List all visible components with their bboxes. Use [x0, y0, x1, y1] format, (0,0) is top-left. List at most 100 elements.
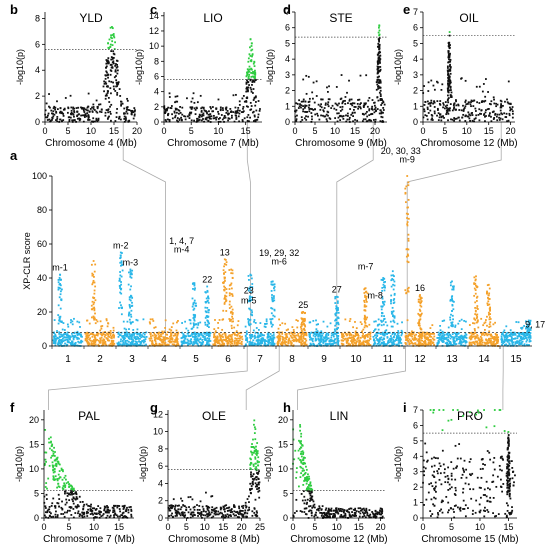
data-point	[386, 336, 389, 339]
data-point	[246, 116, 249, 119]
data-point	[364, 335, 367, 338]
data-point	[383, 286, 385, 289]
data-point	[336, 296, 339, 298]
data-point	[214, 116, 217, 119]
data-point	[514, 341, 517, 344]
data-point	[378, 75, 380, 78]
data-point	[379, 66, 382, 68]
data-point	[451, 344, 453, 346]
data-point	[324, 115, 327, 118]
data-point	[84, 108, 87, 111]
data-point	[267, 343, 270, 345]
data-point	[508, 334, 510, 337]
data-point	[273, 308, 276, 311]
data-point	[105, 82, 108, 85]
data-point	[446, 332, 449, 335]
data-point	[472, 105, 475, 107]
data-point	[85, 337, 88, 340]
data-point	[464, 336, 467, 339]
data-point	[116, 85, 118, 88]
data-point	[319, 334, 322, 337]
data-point	[449, 298, 452, 301]
data-point	[93, 289, 96, 292]
data-point	[52, 515, 55, 518]
data-point	[248, 78, 250, 80]
data-point	[457, 116, 460, 119]
data-point	[158, 335, 161, 337]
data-point	[71, 320, 74, 323]
peak-label: 16	[415, 283, 425, 293]
data-point	[86, 106, 89, 109]
data-point	[489, 321, 492, 324]
data-point	[346, 112, 349, 115]
data-point	[368, 108, 371, 110]
data-point	[150, 337, 152, 340]
data-point	[92, 281, 94, 284]
data-point	[151, 344, 154, 347]
data-point	[110, 66, 113, 69]
data-point	[169, 337, 172, 340]
peak-point	[475, 275, 477, 278]
data-point	[424, 101, 427, 103]
data-point	[334, 302, 337, 304]
data-point	[231, 295, 234, 297]
data-point	[430, 79, 433, 82]
data-point	[396, 343, 399, 346]
data-point	[245, 330, 248, 333]
data-point	[235, 344, 238, 347]
data-point	[495, 339, 498, 341]
data-point	[197, 335, 200, 337]
data-point	[132, 340, 135, 343]
data-point	[93, 309, 96, 312]
data-point	[208, 326, 210, 329]
data-point	[201, 334, 204, 337]
data-point	[407, 290, 410, 293]
data-point	[230, 318, 232, 321]
data-point	[375, 81, 378, 84]
data-point	[120, 260, 123, 263]
data-point	[363, 304, 366, 307]
data-point	[492, 336, 494, 339]
data-point	[528, 340, 531, 343]
data-point	[200, 119, 203, 122]
data-point	[76, 331, 79, 334]
data-point	[165, 337, 168, 340]
data-point	[470, 334, 473, 337]
data-point	[397, 338, 400, 341]
data-point	[360, 343, 363, 345]
data-point	[527, 324, 530, 327]
data-point	[61, 341, 63, 344]
data-point	[67, 336, 69, 339]
data-point	[449, 81, 452, 84]
data-point	[222, 342, 224, 345]
data-point	[338, 102, 340, 105]
data-point	[176, 338, 179, 341]
data-point	[111, 40, 114, 43]
data-point	[465, 341, 468, 343]
data-point	[322, 110, 325, 113]
data-point	[527, 320, 530, 323]
data-point	[205, 331, 208, 334]
data-point	[120, 288, 122, 291]
data-point	[478, 108, 481, 111]
data-point	[130, 309, 133, 312]
data-point	[214, 341, 217, 343]
data-point	[352, 336, 355, 339]
data-point	[430, 335, 433, 338]
data-point	[511, 339, 513, 342]
y-tick-label: 60	[37, 239, 47, 249]
data-point	[130, 305, 133, 307]
data-point	[61, 334, 64, 337]
data-point	[379, 93, 382, 96]
data-point	[337, 341, 340, 344]
data-point	[376, 72, 379, 75]
data-point	[312, 109, 315, 111]
data-point	[441, 335, 444, 337]
data-point	[510, 336, 513, 338]
y-axis-label: -log10(p)	[393, 49, 403, 85]
data-point	[244, 334, 247, 337]
data-point	[266, 344, 269, 346]
data-point	[474, 289, 477, 291]
data-point	[112, 56, 115, 59]
